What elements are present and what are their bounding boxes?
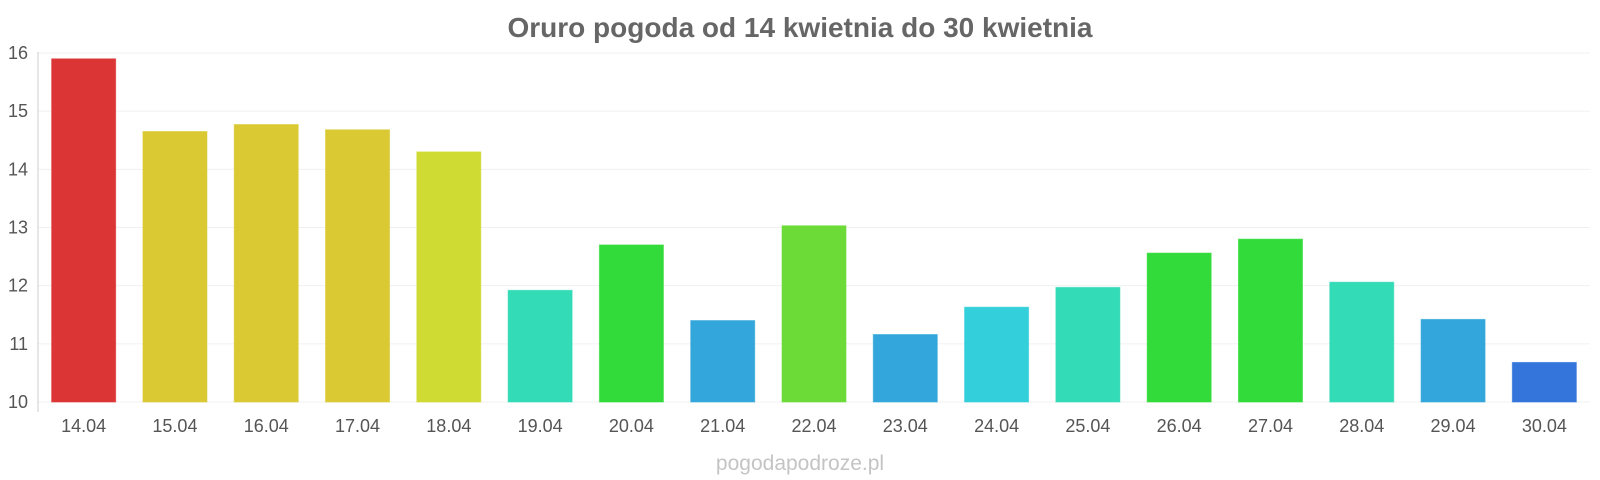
bar-25.04 <box>1055 286 1121 403</box>
watermark: pogodapodroze.pl <box>716 452 884 475</box>
chart-title: Oruro pogoda od 14 kwietnia do 30 kwietn… <box>508 12 1093 43</box>
bar-28.04 <box>1329 281 1395 403</box>
x-tick-label: 19.04 <box>518 416 563 436</box>
bar-30.04 <box>1511 361 1577 403</box>
x-axis-ticks: 14.04 15.04 16.04 17.04 18.04 19.04 20.04 21.04… <box>61 416 1567 436</box>
x-tick-label: 24.04 <box>974 416 1019 436</box>
x-tick-label: 28.04 <box>1339 416 1384 436</box>
x-tick-label: 17.04 <box>335 416 380 436</box>
bar-15.04 <box>142 131 208 403</box>
x-tick-label: 20.04 <box>609 416 654 436</box>
x-tick-label: 27.04 <box>1248 416 1293 436</box>
y-tick-label: 10 <box>8 392 28 412</box>
bar-29.04 <box>1420 318 1486 403</box>
y-axis-ticks: 10 11 12 13 14 15 16 <box>8 43 28 412</box>
y-tick-label: 12 <box>8 276 28 296</box>
bar-26.04 <box>1146 252 1212 403</box>
bar-23.04 <box>872 334 938 403</box>
x-tick-label: 15.04 <box>152 416 197 436</box>
x-tick-label: 16.04 <box>244 416 289 436</box>
x-tick-label: 29.04 <box>1431 416 1476 436</box>
x-tick-label: 26.04 <box>1157 416 1202 436</box>
bar-20.04 <box>598 244 664 403</box>
y-tick-label: 15 <box>8 101 28 121</box>
bar-24.04 <box>964 306 1030 403</box>
bar-16.04 <box>233 124 299 403</box>
x-tick-label: 23.04 <box>883 416 928 436</box>
x-tick-label: 14.04 <box>61 416 106 436</box>
y-tick-label: 13 <box>8 218 28 238</box>
bar-22.04 <box>781 225 847 403</box>
y-tick-label: 11 <box>9 334 28 354</box>
bars <box>51 58 1577 403</box>
x-tick-label: 30.04 <box>1522 416 1567 436</box>
y-tick-label: 14 <box>8 159 28 179</box>
y-tick-label: 16 <box>8 43 28 63</box>
bar-18.04 <box>416 151 482 403</box>
bar-21.04 <box>690 320 756 403</box>
x-tick-label: 22.04 <box>791 416 836 436</box>
x-tick-label: 21.04 <box>700 416 745 436</box>
bar-19.04 <box>507 289 573 403</box>
x-tick-label: 18.04 <box>426 416 471 436</box>
bar-17.04 <box>325 129 391 403</box>
bar-27.04 <box>1237 238 1303 403</box>
x-tick-label: 25.04 <box>1065 416 1110 436</box>
bar-14.04 <box>51 58 117 403</box>
